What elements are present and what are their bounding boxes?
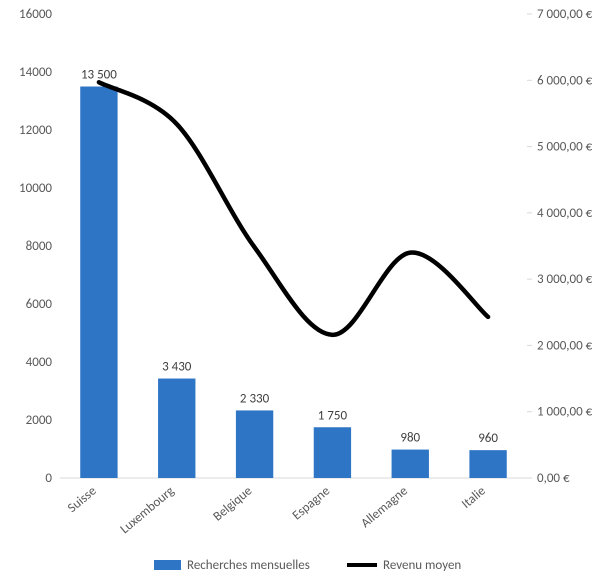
bar-data-label: 3 430 <box>162 360 192 375</box>
bar <box>158 379 195 478</box>
bar <box>80 87 117 479</box>
y-right-label: 1 000,00 € <box>537 405 593 420</box>
y-right-label: 6 000,00 € <box>537 73 593 88</box>
y-right-label: 5 000,00 € <box>537 140 593 155</box>
y-right-label: 3 000,00 € <box>537 272 593 287</box>
bar <box>236 410 273 478</box>
y-right-label: 2 000,00 € <box>537 338 593 353</box>
y-left-label: 6000 <box>26 297 53 312</box>
legend-bar-swatch <box>154 560 181 570</box>
y-right-label: 4 000,00 € <box>537 206 593 221</box>
y-left-label: 16000 <box>19 7 52 22</box>
legend-line-label: Revenu moyen <box>383 558 461 573</box>
y-right-label: 0,00 € <box>537 471 570 486</box>
bar-data-label: 980 <box>400 431 420 446</box>
y-left-label: 12000 <box>19 123 52 138</box>
bar-data-label: 1 750 <box>318 408 348 423</box>
y-left-label: 10000 <box>19 181 52 196</box>
bar <box>314 427 351 478</box>
y-left-label: 0 <box>45 471 52 486</box>
bar-data-label: 2 330 <box>240 391 270 406</box>
legend-bar-label: Recherches mensuelles <box>187 558 310 573</box>
bar-data-label: 960 <box>478 431 498 446</box>
y-left-label: 2000 <box>26 413 53 428</box>
y-left-label: 8000 <box>26 239 53 254</box>
bar <box>392 450 429 478</box>
y-left-label: 14000 <box>19 65 52 80</box>
y-right-label: 7 000,00 € <box>537 7 593 22</box>
bar <box>469 450 506 478</box>
combo-chart: 0 2000 4000 6000 8000 10000 12000 14000 16000 0,0… <box>0 0 604 583</box>
y-left-label: 4000 <box>26 355 53 370</box>
